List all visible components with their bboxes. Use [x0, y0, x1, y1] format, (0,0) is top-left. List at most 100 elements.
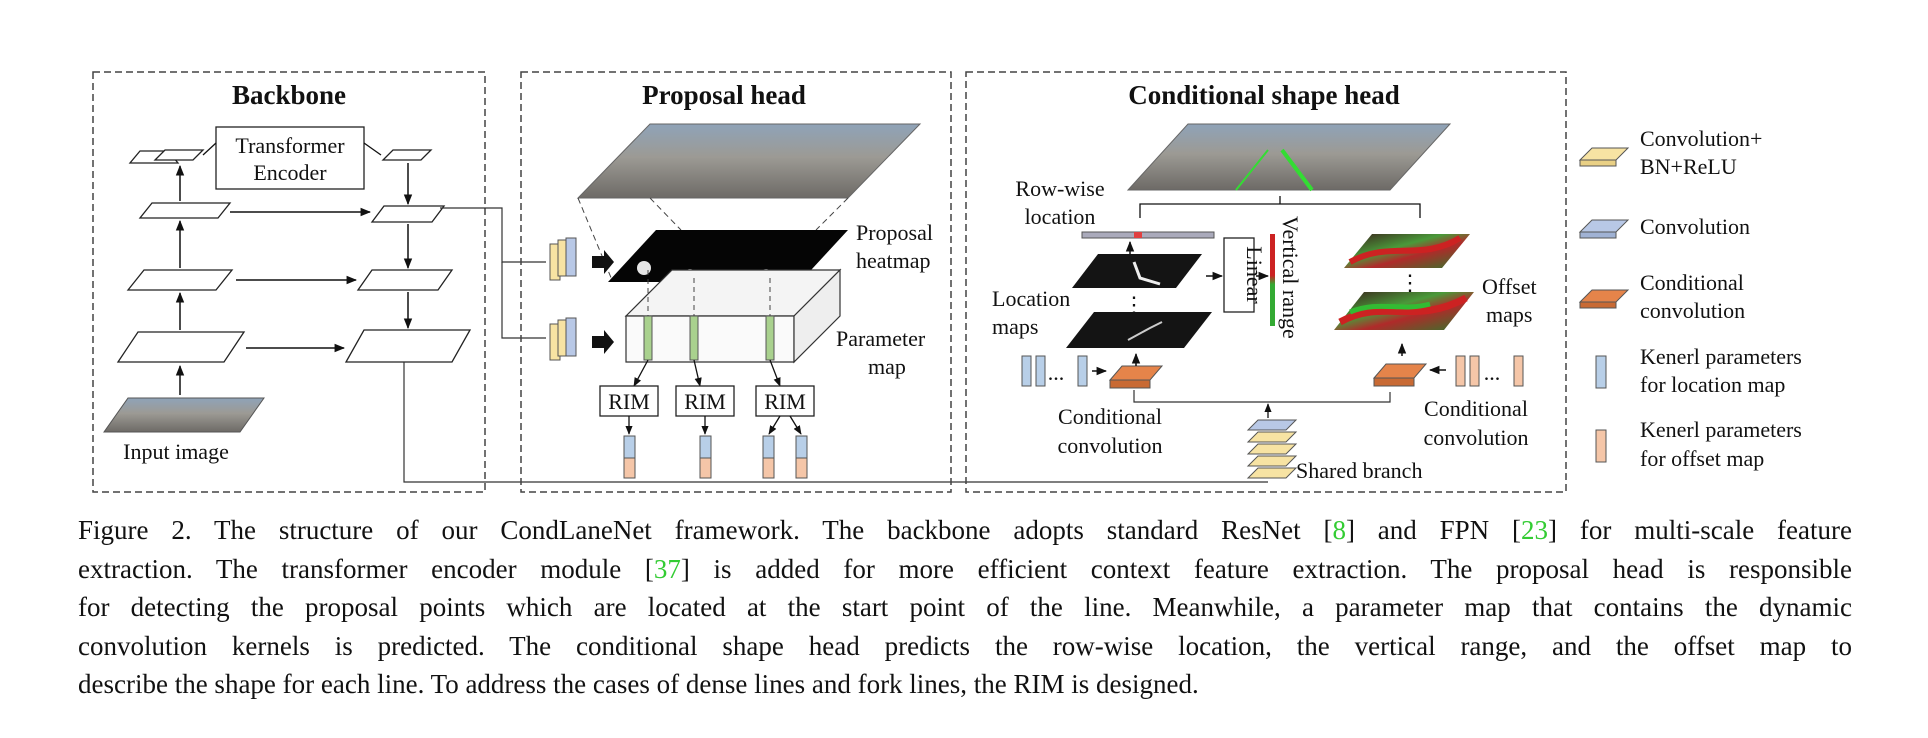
kernel-output	[623, 435, 808, 479]
rim-box	[755, 385, 815, 417]
fpn-level-3	[356, 269, 454, 291]
fpn-level-2	[370, 205, 446, 223]
svg-text:convolution: convolution	[1640, 298, 1745, 323]
shared-branch-stack	[1246, 419, 1298, 479]
proposal-heatmap-label: Proposal	[856, 220, 933, 245]
citation-link[interactable]: 8	[1332, 515, 1346, 545]
svg-text:...: ...	[1048, 360, 1065, 385]
legend-item-convolution: Convolution	[1578, 214, 1750, 239]
proposal-head-border	[520, 71, 952, 493]
proposal-head-panel: Proposal head Proposal heatmap Parameter…	[520, 71, 952, 493]
backbone-title: Backbone	[232, 80, 346, 110]
feature-connector	[501, 262, 546, 339]
location-kernels: ...	[1021, 355, 1088, 387]
location-map	[1066, 312, 1212, 348]
feature-connector	[440, 207, 546, 263]
parameter-map	[793, 268, 841, 364]
thick-arrow	[592, 250, 614, 274]
rim-label: RIM	[764, 389, 806, 414]
convolution-block	[565, 317, 577, 357]
vertical-range-bar	[1270, 234, 1275, 326]
rim-box	[675, 385, 735, 417]
rowwise-location-label: Row-wise	[1015, 176, 1104, 201]
shared-branch-label: Shared branch	[1296, 458, 1422, 483]
proposal-heatmap-label: heatmap	[856, 248, 931, 273]
backbone-level-4	[116, 331, 246, 363]
svg-text:...: ...	[1484, 360, 1501, 385]
lane-line	[1280, 148, 1314, 192]
caption-line: convolution kernels is predicted. The co…	[78, 630, 1852, 661]
svg-text:BN+ReLU: BN+ReLU	[1640, 154, 1737, 179]
input-image	[103, 397, 265, 433]
offset-kernels: ...	[1455, 355, 1524, 387]
svg-text:Convolution: Convolution	[1640, 214, 1750, 239]
conditional-conv-block	[1108, 365, 1164, 381]
shape-head-title: Conditional shape head	[1128, 80, 1400, 110]
caption-text: extraction. The transformer encoder modu…	[78, 553, 654, 584]
architecture-diagram: Backbone Transformer Encoder Input image	[92, 71, 1802, 493]
legend-item-conditional-convolution: Conditional convolution	[1578, 270, 1745, 323]
svg-text:for offset map: for offset map	[1640, 446, 1764, 471]
arrow	[202, 142, 217, 156]
svg-text:for location map: for location map	[1640, 372, 1785, 397]
caption-text: ] for multi-scale feature	[1548, 515, 1852, 545]
parameter-map-label: map	[868, 354, 906, 379]
convolution-block	[565, 237, 577, 277]
kernel-bar	[765, 315, 775, 361]
thick-arrow	[592, 330, 614, 354]
arrow	[363, 142, 382, 156]
conditional-conv-block	[1372, 363, 1428, 379]
legend-item-kernel-location: Kenerl parameters for location map	[1595, 344, 1802, 397]
backbone-panel: Backbone Transformer Encoder Input image	[92, 71, 1268, 493]
transformer-encoder-label: Transformer	[235, 133, 345, 158]
backbone-level-3	[126, 269, 234, 291]
transformer-encoder-box	[215, 126, 365, 190]
proposal-road-image	[576, 123, 922, 199]
rim-box	[599, 385, 659, 417]
caption-text: ] is added for more efficient context fe…	[680, 553, 1852, 584]
conditional-convolution-label: convolution	[1423, 425, 1528, 450]
svg-text:Kenerl parameters: Kenerl parameters	[1640, 417, 1802, 442]
rowwise-location-label: location	[1025, 204, 1096, 229]
rim-label: RIM	[608, 389, 650, 414]
proposal-head-title: Proposal head	[642, 80, 806, 110]
offset-maps-label: maps	[1486, 302, 1532, 327]
feature-connector	[403, 362, 1268, 483]
heatmap-peak	[637, 261, 651, 275]
vdots: ⋮	[1399, 270, 1421, 295]
rim-label: RIM	[684, 389, 726, 414]
shape-head-border	[965, 71, 1567, 493]
caption-text: Figure 2. The structure of our CondLaneN…	[78, 515, 1333, 545]
parameter-map-label: Parameter	[836, 326, 926, 351]
linear-box	[1223, 237, 1255, 313]
offset-maps-label: Offset	[1482, 274, 1537, 299]
caption-line: Figure 2. The structure of our CondLaneN…	[78, 511, 1852, 550]
vertical-range-label: Vertical range	[1278, 216, 1303, 339]
caption-text: ] and FPN [	[1345, 515, 1522, 545]
legend: Convolution+ BN+ReLU Convolution Conditi…	[1578, 126, 1802, 471]
kernel-bar	[689, 315, 699, 361]
conditional-convolution-label: Conditional	[1058, 404, 1162, 429]
rowwise-location-bar	[1081, 231, 1215, 239]
svg-text:Kenerl parameters: Kenerl parameters	[1640, 344, 1802, 369]
svg-text:Conditional: Conditional	[1640, 270, 1744, 295]
conditional-convolution-label: convolution	[1057, 433, 1162, 458]
legend-item-conv-bn-relu: Convolution+ BN+ReLU	[1578, 126, 1762, 179]
backbone-border	[92, 71, 486, 493]
transformer-encoder-label: Encoder	[253, 160, 327, 185]
backbone-top-right	[381, 149, 433, 161]
input-image-label: Input image	[123, 439, 229, 464]
location-maps-label: maps	[992, 314, 1038, 339]
kernel-bar	[643, 315, 653, 361]
backbone-level-2	[138, 202, 232, 219]
caption-line: for detecting the proposal points which …	[78, 592, 1852, 622]
conditional-convolution-label: Conditional	[1424, 396, 1528, 421]
backbone-top-left	[153, 149, 205, 161]
caption-line: describe the shape for each line. To add…	[78, 669, 1199, 699]
citation-link[interactable]: 37	[653, 553, 681, 584]
shape-head-panel: Conditional shape head Row-wise location…	[965, 71, 1567, 493]
location-maps-label: Location	[992, 286, 1070, 311]
caption-line: extraction. The transformer encoder modu…	[78, 550, 1852, 589]
figure-caption: Figure 2. The structure of our CondLaneN…	[78, 511, 1852, 704]
citation-link[interactable]: 23	[1521, 515, 1549, 545]
